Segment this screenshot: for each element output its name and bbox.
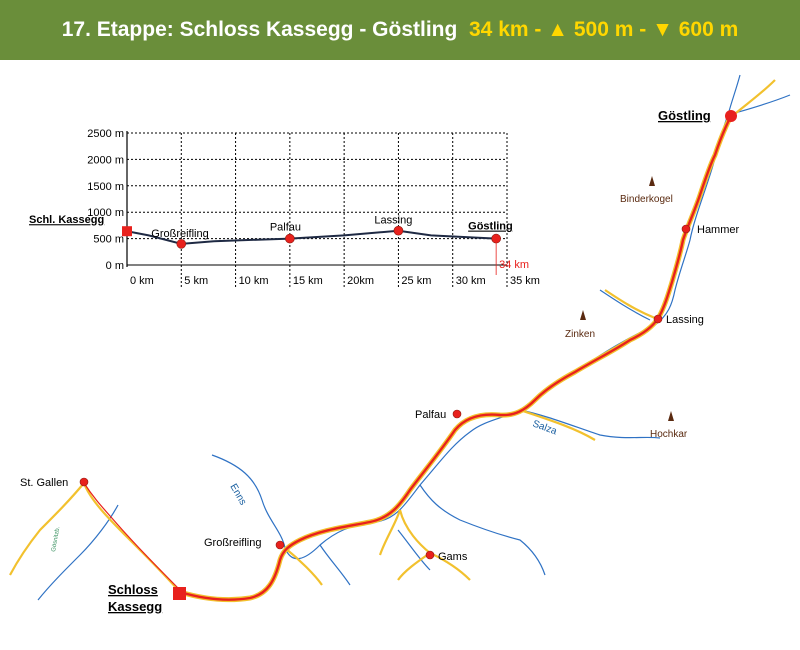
profile-point-start: [122, 226, 132, 237]
st-gallen-marker[interactable]: [79, 477, 89, 487]
river-side-1: [419, 484, 546, 576]
road-salza: [519, 408, 596, 441]
river-side-2: [397, 529, 431, 571]
zinken-label: Zinken: [565, 329, 595, 340]
profile-y-tick-label: 1500 m: [87, 181, 124, 193]
st-gallen-label: St. Gallen: [20, 477, 68, 489]
profile-x-tick-label: 0 km: [130, 275, 154, 287]
palfau-label: Palfau: [415, 409, 446, 421]
profile-y-tick-label: 1000 m: [87, 207, 124, 219]
palfau-marker[interactable]: [452, 409, 462, 419]
profile-x-tick-label: 20km: [347, 275, 374, 287]
grossreifling-marker[interactable]: [275, 540, 285, 550]
profile-y-tick-label: 0 m: [106, 260, 124, 272]
profile-point-label: Schl. Kassegg: [29, 214, 104, 226]
stage-ascent: ▲ 500 m: [547, 18, 634, 41]
grossreifling-label: Großreifling: [204, 537, 261, 549]
header-bar: [0, 0, 800, 60]
profile-x-tick-label: 30 km: [456, 275, 486, 287]
schloss-kassegg-label-2: Kassegg: [108, 599, 162, 614]
profile-points: Schl. Kassegg Großreifling Palfau Lassing Gö…: [29, 214, 513, 249]
profile-x-tick-label: 15 km: [293, 275, 323, 287]
road-grossreifling-south: [284, 547, 323, 586]
road-gams-1: [397, 509, 432, 581]
profile-point-label: Göstling: [468, 221, 513, 233]
profile-y-tick-label: 2500 m: [87, 128, 124, 140]
profile-x-tick-label: 25 km: [401, 275, 431, 287]
profile-y-tick-label: 500 m: [93, 234, 124, 246]
binderkogel-peak-icon: [649, 176, 655, 186]
river-side-4: [599, 289, 651, 321]
stage-distance: 34 km: [469, 18, 529, 41]
route-track: [179, 117, 732, 601]
river-side-3: [319, 544, 351, 586]
river-salza: [519, 409, 661, 439]
road-goesnitz-branch: [83, 482, 179, 589]
profile-grid: [126, 131, 508, 287]
road-st-gallen-west: [9, 482, 85, 576]
profile-elevation-line: [126, 229, 497, 245]
profile-point: [393, 225, 404, 236]
profile-point: [285, 233, 295, 244]
profile-y-tick-label: 2000 m: [87, 154, 124, 166]
hammer-label: Hammer: [697, 224, 740, 236]
schloss-kassegg-marker[interactable]: [173, 587, 186, 600]
gams-label: Gams: [438, 551, 468, 563]
profile-point-label: Lassing: [374, 215, 412, 227]
goestling-marker[interactable]: [725, 110, 737, 122]
river-network: [37, 74, 791, 601]
separator-2: -: [639, 18, 647, 41]
profile-x-tick-label: 10 km: [239, 275, 269, 287]
road-zinken: [604, 289, 656, 320]
river-enns: [211, 409, 521, 560]
stage-descent: ▼ 600 m: [652, 18, 739, 41]
goestling-label: Göstling: [658, 108, 711, 123]
profile-end-marker-label: 34 km: [499, 259, 529, 271]
hammer-marker[interactable]: [681, 224, 691, 234]
goesnitz-river-label: Gösnitzb.: [51, 526, 61, 552]
profile-point-label: Palfau: [270, 222, 301, 234]
separator-1: -: [534, 18, 542, 41]
elevation-profile-chart: 2500 m 2000 m 1500 m 1000 m 500 m 0 m 0 km 5 k…: [29, 128, 540, 287]
stage-title: 17. Etappe: Schloss Kassegg - Göstling: [61, 18, 458, 41]
profile-y-axis: 2500 m 2000 m 1500 m 1000 m 500 m 0 m: [87, 128, 124, 272]
hochkar-peak-icon: [668, 411, 674, 421]
hochkar-label: Hochkar: [650, 429, 688, 440]
lassing-marker[interactable]: [653, 314, 663, 324]
zinken-peak-icon: [580, 310, 586, 320]
schloss-kassegg-label-1: Schloss: [108, 582, 158, 597]
profile-point-label: Großreifling: [151, 228, 208, 240]
route-track-casing: [179, 116, 733, 603]
profile-point: [176, 239, 187, 249]
stage-title-line: 17. Etappe: Schloss Kassegg - Göstling 3…: [0, 0, 800, 60]
lassing-label: Lassing: [666, 314, 704, 326]
road-side: [378, 509, 402, 556]
gams-marker[interactable]: [425, 550, 435, 560]
map-canvas[interactable]: Göstling Hammer Lassing Palfau St. Galle…: [0, 60, 800, 650]
profile-x-axis: 0 km 5 km 10 km 15 km 20km 25 km 30 km 35 km: [130, 275, 540, 287]
binderkogel-label: Binderkogel: [620, 194, 673, 205]
profile-x-tick-label: 5 km: [184, 275, 208, 287]
enns-river-label: Enns: [227, 482, 248, 507]
profile-x-tick-label: 35 km: [510, 275, 540, 287]
river-upper: [519, 74, 741, 411]
